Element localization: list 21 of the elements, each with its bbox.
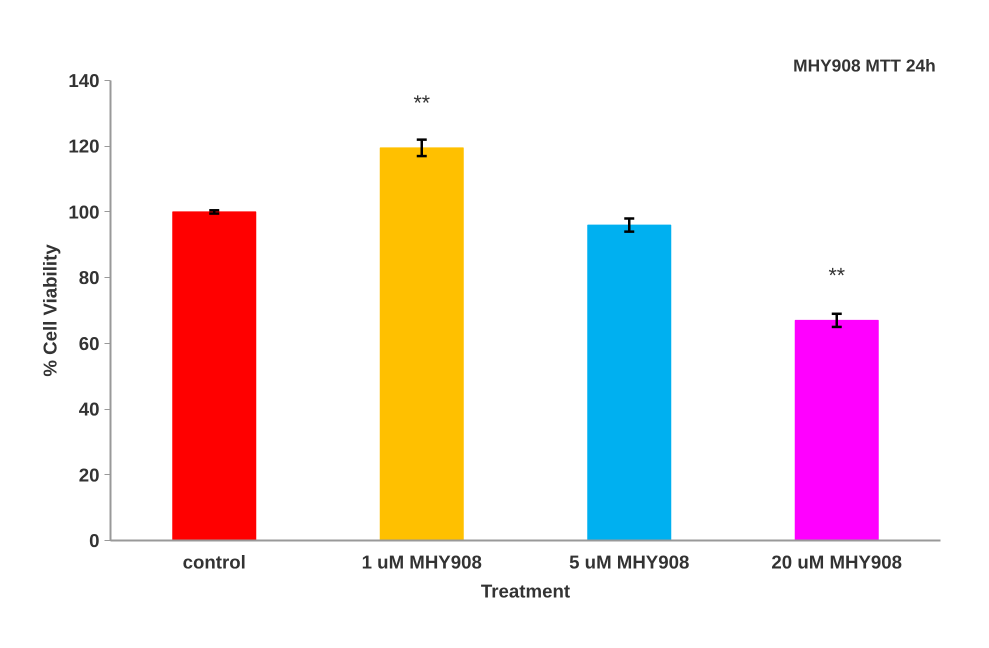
y-tick-label: 20 — [78, 464, 100, 486]
y-tick-label: 40 — [78, 398, 100, 420]
x-tick-label: 20 uM MHY908 — [771, 552, 902, 572]
y-axis-title: % Cell Viability — [39, 244, 60, 377]
y-tick-label: 0 — [89, 530, 100, 551]
bar — [794, 320, 879, 540]
x-tick-label: control — [182, 552, 246, 572]
annotation: ** — [828, 263, 846, 288]
x-axis-title: Treatment — [480, 580, 570, 602]
x-tick-label: 1 uM MHY908 — [362, 552, 482, 572]
bar — [172, 211, 256, 540]
y-tick-label: 80 — [78, 267, 100, 288]
y-tick-label: 60 — [78, 332, 100, 354]
y-tick-label: 140 — [68, 70, 100, 91]
x-tick-label: 5 uM MHY908 — [569, 552, 690, 572]
y-tick-label: 120 — [68, 136, 100, 157]
y-tick-label: 100 — [68, 201, 100, 222]
bar — [380, 147, 464, 540]
chart-title: MHY908 MTT 24h — [793, 56, 936, 76]
annotation: ** — [413, 90, 430, 115]
bar — [587, 224, 672, 540]
